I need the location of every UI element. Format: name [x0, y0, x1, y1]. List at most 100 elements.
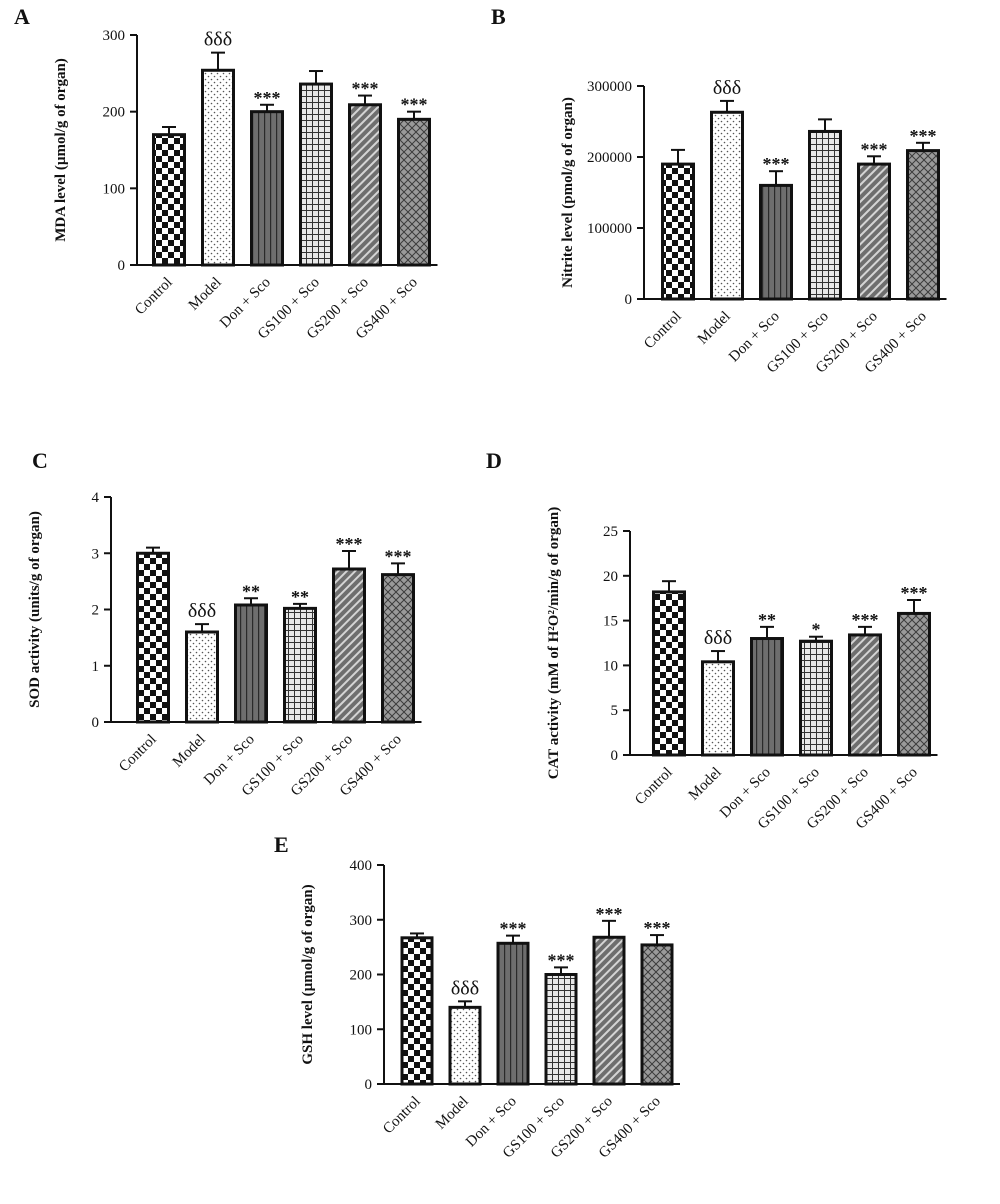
chart-panel-b: B Nitrite level (pmol/g of organ) 0 100000 2…	[491, 4, 947, 376]
bar	[201, 68, 235, 267]
bar	[592, 935, 626, 1086]
bar	[283, 606, 317, 724]
significance-star-label: ***	[861, 139, 888, 159]
bar	[799, 639, 833, 757]
significance-delta-label: δδδ	[713, 77, 741, 99]
y-tick-label: 100	[350, 1022, 373, 1038]
bar	[397, 117, 431, 267]
bar	[400, 936, 434, 1086]
y-axis-title: GSH level (µmol/g of organ)	[300, 884, 316, 1064]
y-tick-label: 400	[350, 858, 373, 874]
x-category-label: Model	[695, 309, 734, 348]
y-tick-label: 300	[103, 28, 126, 44]
significance-star-label: **	[291, 587, 309, 607]
y-axis-title: SOD activity (units/g of organ)	[27, 511, 43, 708]
x-category-label: Control	[641, 309, 685, 353]
bar	[701, 660, 735, 757]
significance-star-label: ***	[254, 88, 281, 108]
y-tick-label: 25	[603, 524, 618, 540]
bar	[152, 133, 186, 267]
significance-star-label: ***	[901, 583, 928, 603]
bar	[750, 637, 784, 757]
x-category-label: Model	[433, 1094, 472, 1133]
y-tick-label: 200000	[587, 150, 632, 166]
x-category-label: Control	[380, 1094, 424, 1138]
y-tick-label: 200	[350, 968, 373, 984]
bar	[544, 973, 578, 1086]
y-tick-label: 5	[611, 703, 619, 719]
bar	[136, 551, 170, 724]
x-category-label: Control	[632, 765, 676, 809]
bar	[759, 183, 793, 301]
significance-star-label: ***	[500, 919, 527, 939]
y-tick-label: 100	[103, 181, 126, 197]
bar	[234, 603, 268, 724]
y-tick-label: 300	[350, 913, 373, 929]
y-tick-label: 0	[92, 715, 100, 731]
significance-star-label: ***	[644, 918, 671, 938]
bar	[640, 943, 674, 1086]
significance-star-label: ***	[336, 534, 363, 554]
significance-delta-label: δδδ	[204, 29, 232, 51]
panel-letter: A	[14, 4, 30, 29]
y-tick-label: 15	[603, 614, 618, 630]
significance-star-label: **	[758, 610, 776, 630]
significance-star-label: *	[812, 620, 821, 640]
bar	[185, 630, 219, 724]
significance-star-label: ***	[401, 95, 428, 115]
chart-panel-a: A MDA level (µmol/g of organ) 0 100 200 300 Co…	[14, 4, 438, 342]
bar	[710, 110, 744, 301]
panel-letter: E	[274, 832, 289, 857]
panel-letter: B	[491, 4, 506, 29]
y-tick-label: 10	[603, 658, 618, 674]
y-tick-label: 0	[611, 748, 619, 764]
y-tick-label: 20	[603, 569, 618, 585]
chart-panel-d: D CAT activity (mM of H²O²/min/g of organ…	[486, 448, 938, 832]
y-tick-label: 200	[103, 105, 126, 121]
y-tick-label: 4	[92, 490, 100, 506]
y-tick-label: 1	[92, 659, 100, 675]
bar	[661, 162, 695, 301]
y-tick-label: 2	[92, 603, 100, 619]
bar	[496, 941, 530, 1086]
y-axis-title: CAT activity (mM of H²O²/min/g of organ)	[546, 507, 562, 780]
bar	[897, 611, 931, 757]
significance-delta-label: δδδ	[704, 627, 732, 649]
significance-star-label: **	[242, 581, 260, 601]
bar	[448, 1005, 482, 1086]
bar	[848, 633, 882, 757]
bar	[857, 162, 891, 301]
y-tick-label: 100000	[587, 221, 632, 237]
chart-panel-c: C SOD activity (units/g of organ) 0 1 2 3 4 Con…	[27, 448, 422, 799]
significance-delta-label: δδδ	[451, 977, 479, 999]
significance-star-label: ***	[352, 79, 379, 99]
significance-star-label: ***	[548, 950, 575, 970]
significance-star-label: ***	[596, 904, 623, 924]
panel-letter: D	[486, 448, 502, 473]
y-tick-label: 0	[625, 292, 633, 308]
significance-star-label: ***	[910, 126, 937, 146]
x-category-label: Control	[132, 275, 176, 319]
significance-delta-label: δδδ	[188, 600, 216, 622]
x-category-label: Model	[186, 275, 225, 314]
y-axis-title: MDA level (µmol/g of organ)	[53, 58, 69, 242]
bar	[808, 129, 842, 301]
y-tick-label: 300000	[587, 79, 632, 95]
panel-letter: C	[32, 448, 48, 473]
bar	[652, 590, 686, 757]
chart-panel-e: E GSH level (µmol/g of organ) 0 100 200 300 40…	[274, 832, 680, 1161]
y-tick-label: 0	[118, 258, 126, 274]
x-category-label: Control	[116, 732, 160, 776]
significance-star-label: ***	[385, 546, 412, 566]
bar	[381, 573, 415, 724]
x-category-label: Model	[170, 732, 209, 771]
bar	[348, 103, 382, 267]
bar	[332, 567, 366, 724]
y-tick-label: 0	[365, 1077, 373, 1093]
bar	[906, 149, 940, 301]
bar	[250, 110, 284, 267]
x-category-label: Model	[686, 765, 725, 804]
y-axis-title: Nitrite level (pmol/g of organ)	[560, 97, 576, 288]
